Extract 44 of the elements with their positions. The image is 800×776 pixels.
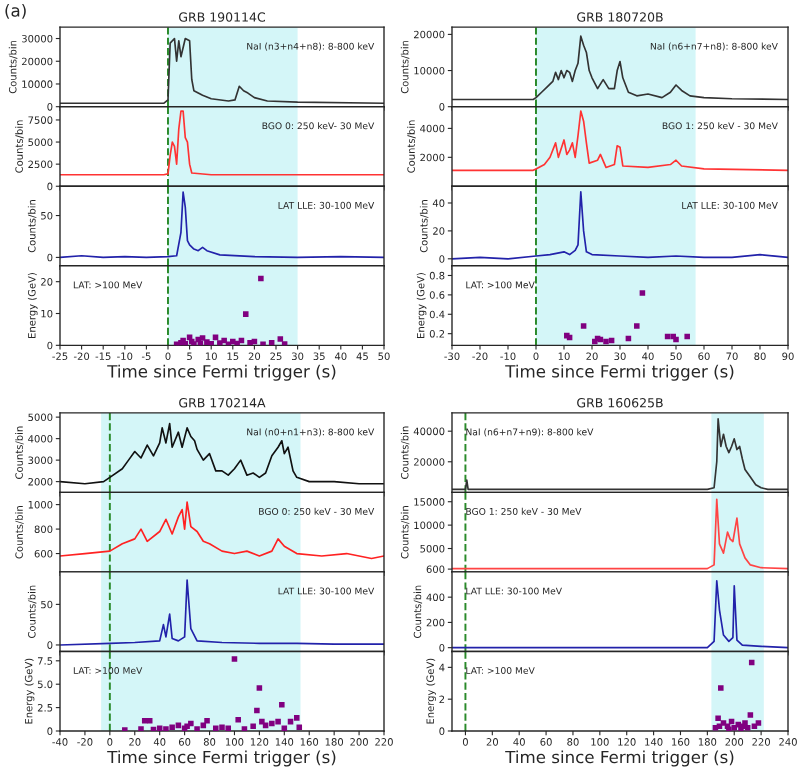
point: [204, 717, 210, 724]
text: (a): [5, 3, 26, 19]
point: [242, 311, 249, 317]
point: [169, 724, 175, 731]
line-series: [60, 191, 384, 259]
point: [296, 724, 303, 731]
point: [684, 333, 690, 340]
point: [219, 724, 225, 731]
line-series: [60, 579, 384, 646]
point: [277, 336, 284, 342]
point: [231, 656, 238, 662]
point: [281, 725, 288, 731]
point: [235, 716, 241, 723]
line-series: [60, 422, 384, 485]
point: [256, 685, 263, 691]
point: [204, 339, 210, 345]
point: [208, 340, 214, 346]
point: [747, 712, 754, 718]
point: [269, 720, 275, 727]
point: [715, 715, 721, 722]
x-axis-title: Time since Fermi trigger (s): [107, 750, 336, 767]
point: [212, 725, 219, 731]
point: [258, 275, 264, 282]
point: [250, 723, 256, 730]
point: [639, 290, 646, 296]
point: [254, 707, 260, 714]
point: [225, 725, 232, 731]
point: [199, 335, 206, 341]
x-axis-title: Time since Fermi trigger (s): [505, 750, 734, 767]
line-series: [452, 35, 788, 101]
point: [146, 717, 153, 724]
point: [156, 725, 163, 731]
point: [718, 685, 724, 691]
point: [744, 725, 751, 731]
point: [634, 323, 640, 329]
x-axis-title: Time since Fermi trigger (s): [505, 364, 734, 381]
x-axis-title: Time since Fermi trigger (s): [107, 364, 336, 381]
line-series: [452, 190, 788, 260]
line-series: [60, 501, 384, 560]
point: [580, 323, 587, 329]
point: [275, 718, 281, 725]
point: [279, 702, 285, 708]
point: [603, 338, 609, 345]
point: [293, 715, 300, 721]
